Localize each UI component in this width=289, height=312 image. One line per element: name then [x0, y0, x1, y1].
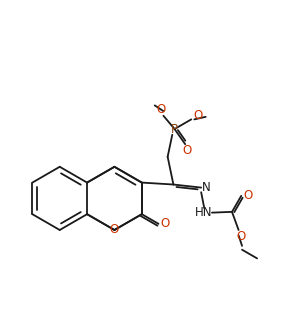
Text: O: O [183, 144, 192, 157]
Text: O: O [161, 217, 170, 230]
Text: O: O [244, 189, 253, 202]
Text: O: O [236, 230, 245, 243]
Text: O: O [157, 103, 166, 116]
Text: N: N [202, 181, 211, 194]
Text: O: O [194, 109, 203, 122]
Text: P: P [171, 123, 178, 135]
Text: O: O [110, 223, 119, 236]
Text: HN: HN [195, 206, 212, 219]
